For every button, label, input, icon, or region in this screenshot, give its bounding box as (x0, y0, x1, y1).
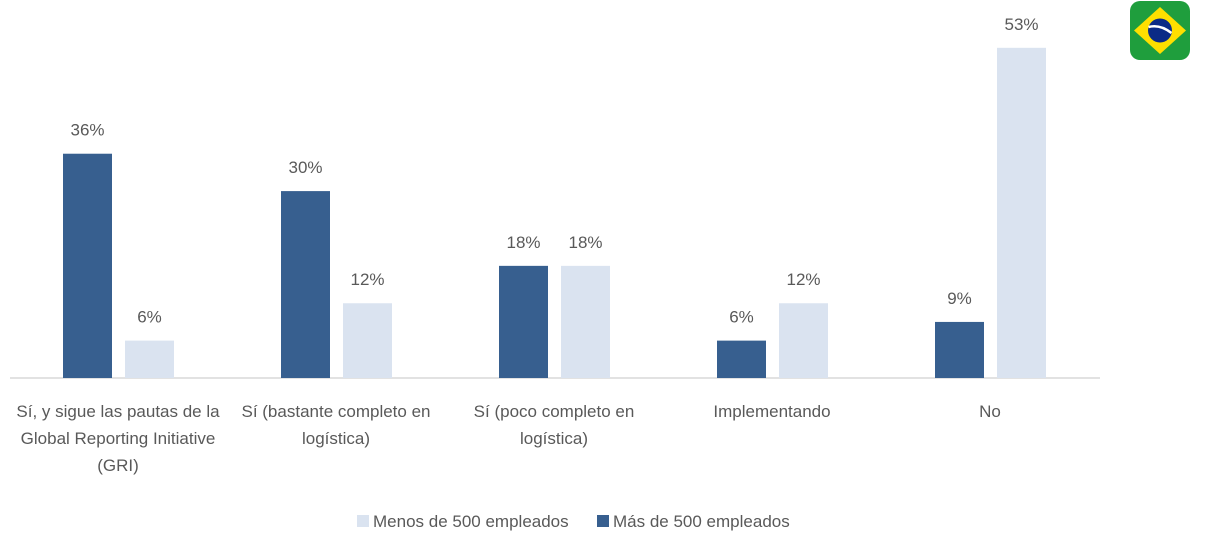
bar (499, 265, 548, 378)
value-label: 53% (1004, 15, 1038, 34)
bar (281, 191, 330, 378)
x-tick-label: Sí, y sigue las pautas de la Global Repo… (16, 402, 220, 475)
value-label: 6% (729, 308, 754, 327)
value-label: 18% (568, 233, 602, 252)
x-tick-label: Implementando (713, 402, 831, 421)
flag-icon (1130, 1, 1190, 60)
x-tick-label: Sí (bastante completo en logística) (241, 402, 431, 448)
bar (779, 303, 828, 378)
bar (997, 47, 1046, 379)
legend-swatch (357, 515, 369, 527)
legend-label: Menos de 500 empleados (373, 512, 569, 531)
bar (63, 153, 112, 378)
legend-swatch (597, 515, 609, 527)
bar (125, 340, 174, 378)
value-label: 12% (786, 270, 820, 289)
bar (935, 321, 984, 378)
value-label: 36% (70, 121, 104, 140)
value-label: 18% (506, 233, 540, 252)
bar (561, 265, 610, 378)
value-label: 6% (137, 308, 162, 327)
legend-label: Más de 500 empleados (613, 512, 790, 531)
bar (343, 303, 392, 378)
x-tick-label: Sí (poco completo en logística) (473, 402, 635, 448)
value-label: 30% (288, 158, 322, 177)
x-tick-label: No (979, 402, 1001, 421)
value-label: 9% (947, 289, 972, 308)
value-label: 12% (350, 270, 384, 289)
bar (717, 340, 766, 378)
